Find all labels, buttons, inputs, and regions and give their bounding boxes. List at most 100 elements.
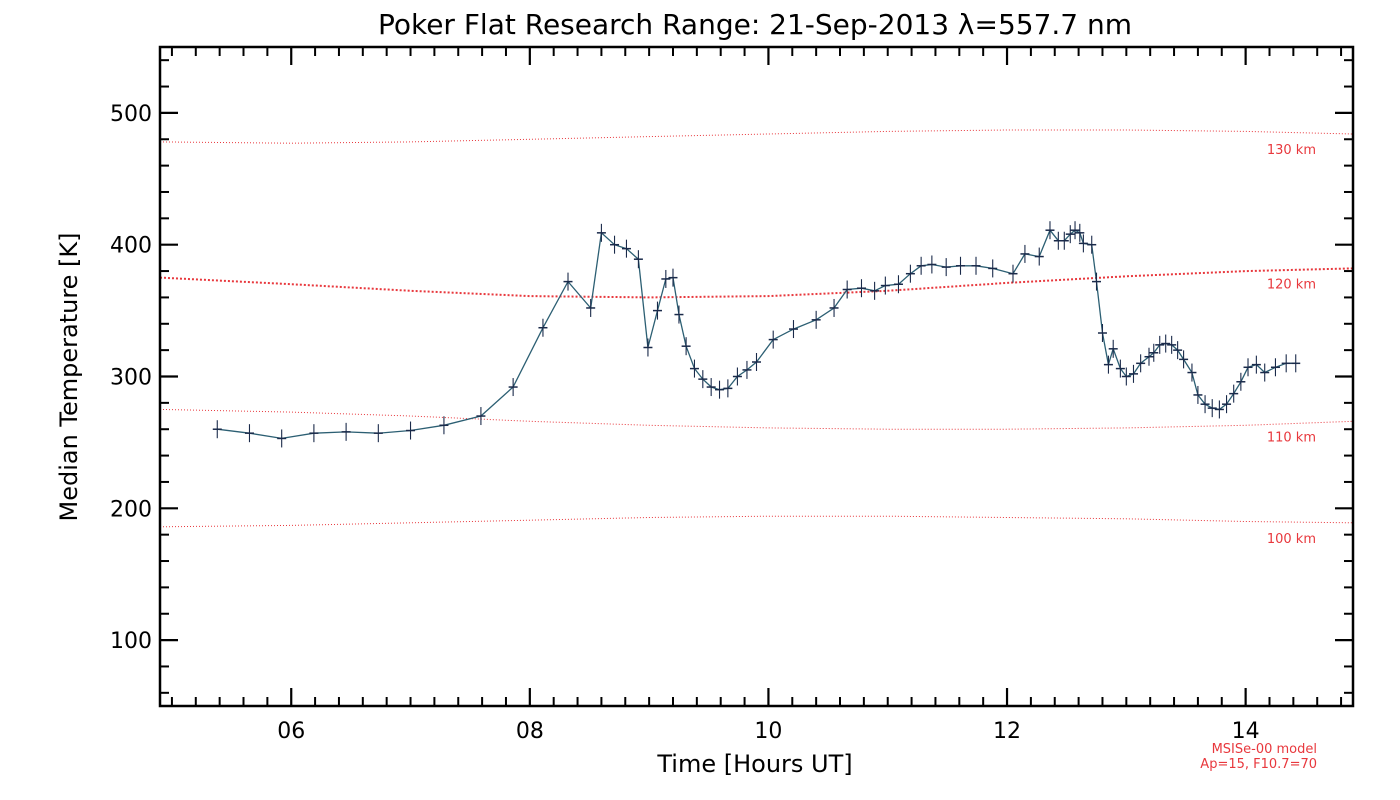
data-point (1034, 247, 1044, 266)
model-curve (159, 515, 1354, 528)
data-point (681, 337, 691, 356)
data-point (1108, 339, 1118, 358)
data-point (1214, 400, 1224, 419)
data-point (1065, 225, 1075, 244)
data-point (988, 259, 998, 278)
data-point (586, 298, 596, 317)
data-point (1078, 234, 1088, 253)
data-point (829, 298, 839, 317)
data-point (788, 320, 798, 339)
y-tick-label: 400 (110, 234, 152, 259)
data-point (652, 301, 662, 320)
data-point (1236, 372, 1246, 391)
x-tick-label: 10 (754, 719, 782, 744)
data-point (1291, 354, 1301, 373)
model-curve-label: 110 km (1267, 430, 1316, 445)
data-point (1187, 363, 1197, 382)
data-point (752, 353, 761, 372)
model-curve-label: 120 km (1267, 277, 1316, 292)
data-point (1161, 334, 1171, 353)
data-point (723, 379, 733, 398)
data-point (1222, 395, 1232, 414)
data-point (1020, 244, 1030, 263)
data-point (1087, 235, 1097, 254)
data-point (1115, 359, 1125, 378)
x-tick-label: 14 (1232, 719, 1260, 744)
data-point (916, 256, 926, 275)
data-point (621, 239, 631, 258)
data-point (563, 272, 573, 291)
data-point (706, 378, 716, 397)
data-point (668, 268, 678, 287)
data-point (1270, 358, 1280, 377)
model-curve-label: 130 km (1267, 143, 1316, 158)
data-point (1070, 221, 1080, 240)
data-point (1193, 385, 1203, 404)
data-point (880, 276, 890, 295)
data-point (1281, 354, 1291, 373)
x-tick-label: 06 (277, 719, 305, 744)
data-point (633, 250, 643, 269)
data-point (1179, 350, 1189, 369)
data-point (596, 223, 606, 242)
model-curves: 130 km 120 km 110 km 100 km (159, 129, 1354, 547)
data-series (212, 221, 1301, 448)
data-point (406, 421, 416, 440)
data-point (971, 256, 981, 275)
data-point (439, 416, 449, 435)
data-point (1128, 364, 1138, 383)
data-point (508, 378, 518, 397)
axes: 06 08 10 12 14 100 200 300 400 500 (110, 45, 1355, 744)
data-point (341, 422, 351, 441)
data-point (1136, 354, 1146, 373)
y-axis-label: Median Temperature [K] (55, 232, 83, 521)
data-point (373, 424, 383, 443)
model-curve (159, 129, 1354, 144)
data-point (661, 269, 671, 288)
data-point (1121, 367, 1131, 386)
data-point (698, 370, 708, 389)
data-point (768, 330, 778, 349)
data-point (1229, 384, 1239, 403)
data-point (1155, 335, 1165, 354)
y-tick-label: 200 (110, 497, 152, 522)
data-point (1045, 221, 1055, 240)
chart-title: Poker Flat Research Range: 21-Sep-2013 λ… (378, 8, 1132, 41)
data-point (1144, 347, 1154, 366)
plot-frame (158, 45, 1355, 708)
data-point (870, 281, 880, 300)
data-point (689, 359, 699, 378)
data-point (1097, 324, 1107, 343)
y-tick-label: 300 (110, 366, 152, 391)
data-point (643, 338, 653, 357)
data-point (811, 310, 821, 329)
model-note: MSISe-00 model (1212, 742, 1317, 757)
data-point (309, 424, 319, 443)
data-point (277, 429, 287, 448)
data-point (1251, 355, 1261, 374)
data-point (610, 235, 620, 254)
data-point (1103, 355, 1113, 374)
x-tick-label: 12 (993, 719, 1021, 744)
data-point (893, 275, 903, 294)
model-params-note: Ap=15, F10.7=70 (1200, 757, 1317, 772)
data-point (538, 318, 548, 337)
data-point (956, 256, 966, 275)
data-point (905, 264, 915, 283)
y-tick-label: 100 (110, 629, 152, 654)
model-curve-label: 100 km (1267, 532, 1316, 547)
data-point (1167, 335, 1177, 354)
data-point (212, 420, 222, 439)
data-point (1173, 341, 1183, 360)
data-point (1059, 231, 1069, 250)
data-point (1260, 363, 1270, 382)
x-tick-label: 08 (516, 719, 544, 744)
model-curve (159, 408, 1354, 430)
data-point (1207, 399, 1217, 418)
data-point (842, 280, 852, 299)
data-point (674, 305, 684, 324)
data-point (856, 279, 866, 298)
data-point (715, 380, 725, 399)
data-point (732, 367, 742, 386)
data-point (941, 258, 951, 277)
